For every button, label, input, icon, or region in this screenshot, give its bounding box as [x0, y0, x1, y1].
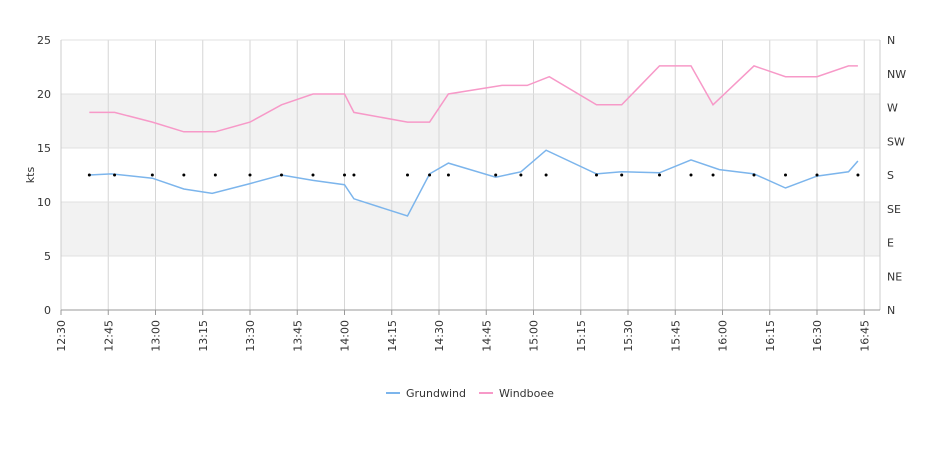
- y-axis-ticks: 0 5 10 15 20 25: [37, 34, 51, 317]
- x-tick-label: 12:45: [102, 320, 115, 352]
- series-lines: [89, 65, 859, 217]
- direction-marker: [711, 173, 715, 177]
- x-tick-label: 16:30: [811, 320, 824, 352]
- direction-marker: [248, 173, 252, 177]
- direction-marker: [595, 173, 598, 177]
- y2-axis-ticks: N NE E SE S SW W NW N: [887, 34, 906, 317]
- direction-marker: [620, 173, 624, 177]
- y-tick-label: 0: [44, 304, 51, 317]
- x-tick-label: 15:00: [528, 320, 541, 352]
- x-tick-label: 13:00: [150, 320, 163, 352]
- y2-tick-label: SE: [887, 203, 901, 216]
- y2-tick-label: W: [887, 102, 898, 115]
- x-tick-label: 14:00: [339, 320, 352, 352]
- shaded-band-0: [61, 202, 880, 256]
- direction-marker: [752, 173, 756, 177]
- direction-marker: [213, 173, 217, 177]
- x-tick-label: 14:45: [480, 320, 493, 352]
- direction-marker: [856, 173, 860, 177]
- legend-label: Grundwind: [406, 387, 466, 400]
- y2-tick-label: S: [887, 169, 894, 182]
- axes: [60, 40, 881, 311]
- direction-marker: [446, 173, 450, 177]
- x-tick-label: 13:15: [197, 320, 210, 352]
- y2-tick-label: NW: [887, 68, 906, 81]
- direction-marker: [519, 173, 523, 177]
- direction-marker: [280, 173, 283, 177]
- direction-marker: [428, 173, 432, 177]
- shaded-band-1: [61, 94, 880, 148]
- legend-label: Windboee: [499, 387, 554, 400]
- y-tick-label: 20: [37, 88, 51, 101]
- y-tick-label: 15: [37, 142, 51, 155]
- y2-tick-label: E: [887, 237, 894, 250]
- x-tick-label: 16:45: [858, 320, 871, 352]
- direction-marker: [494, 173, 498, 177]
- direction-marker: [544, 173, 548, 177]
- x-tick-label: 14:15: [386, 320, 399, 352]
- direction-marker: [150, 173, 154, 177]
- x-tick-label: 15:15: [575, 320, 588, 352]
- y2-tick-label: N: [887, 34, 895, 47]
- direction-marker: [784, 173, 787, 177]
- y2-tick-label: SW: [887, 135, 905, 148]
- series-line-windboee: [89, 65, 858, 133]
- legend: Grundwind Windboee: [386, 387, 554, 400]
- x-tick-label: 15:45: [669, 320, 682, 352]
- y2-tick-label: N: [887, 304, 895, 317]
- x-tick-label: 12:30: [55, 320, 68, 352]
- y-axis-label: kts: [24, 167, 37, 184]
- y-tick-label: 25: [37, 34, 51, 47]
- y2-tick-label: NE: [887, 270, 902, 283]
- direction-markers: [87, 173, 860, 177]
- direction-marker: [658, 173, 661, 177]
- x-axis-ticks: 12:30 12:45 13:00 13:15 13:30 13:45 14:00 14:15…: [55, 310, 871, 352]
- direction-marker: [689, 173, 693, 177]
- direction-marker: [352, 173, 356, 177]
- x-tick-label: 15:30: [622, 320, 635, 352]
- x-tick-label: 13:45: [291, 320, 304, 352]
- shaded-bands: [61, 94, 880, 256]
- direction-marker: [311, 173, 315, 177]
- series-line-grundwind: [89, 149, 859, 217]
- x-tick-label: 16:15: [764, 320, 777, 352]
- direction-marker: [343, 173, 346, 177]
- y-tick-label: 10: [37, 196, 51, 209]
- y-tick-label: 5: [44, 250, 51, 263]
- direction-marker: [87, 173, 91, 177]
- direction-marker: [113, 173, 117, 177]
- direction-marker: [815, 173, 819, 177]
- direction-marker: [406, 173, 409, 177]
- x-tick-label: 14:30: [433, 320, 446, 352]
- x-tick-label: 13:30: [244, 320, 257, 352]
- x-tick-label: 16:00: [717, 320, 730, 352]
- vertical-gridlines: [60, 40, 865, 310]
- direction-marker: [182, 173, 186, 177]
